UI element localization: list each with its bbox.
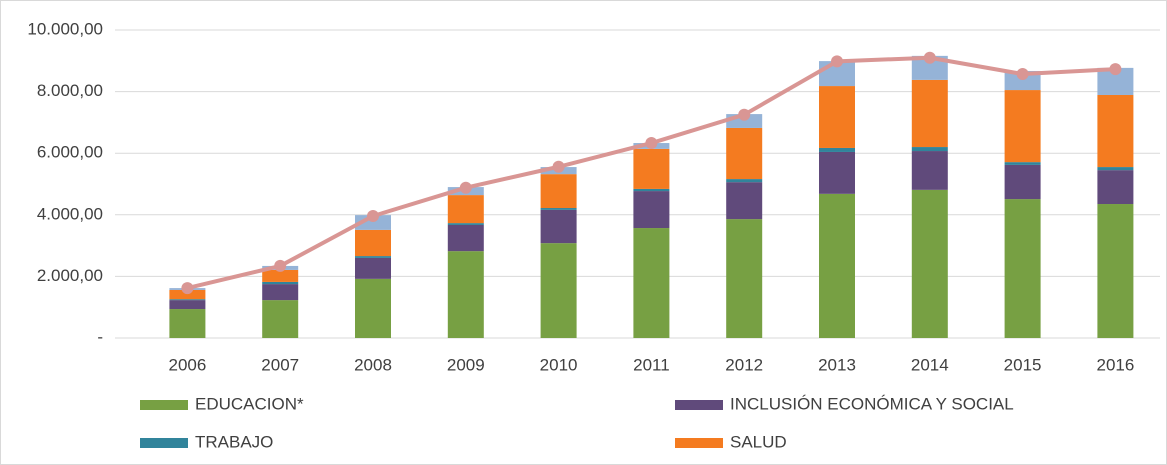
bar-segment	[911, 79, 948, 148]
bar-segment	[633, 191, 670, 229]
bar-segment	[262, 269, 299, 282]
legend-label: EDUCACION*	[195, 394, 304, 413]
bar-segment	[355, 229, 391, 257]
bar-segment	[819, 86, 855, 148]
line-marker	[367, 210, 379, 223]
x-tick-label: 2015	[1004, 355, 1042, 374]
bar-segment	[447, 224, 484, 252]
line-marker	[1109, 63, 1122, 76]
legend-label: INCLUSIÓN ECONÓMICA Y SOCIAL	[730, 394, 1014, 413]
x-tick-label: 2013	[818, 355, 856, 374]
legend-swatch	[140, 438, 188, 448]
bar-segment	[169, 300, 206, 310]
y-tick-label: 4.000,00	[37, 204, 103, 223]
y-tick-label: 6.000,00	[37, 143, 103, 162]
bar-segment	[819, 193, 855, 338]
bar-segment	[262, 300, 299, 338]
y-tick-label: 8.000,00	[37, 81, 103, 100]
bar-segment	[262, 281, 299, 285]
bar-segment	[1004, 162, 1041, 165]
legend-label: SALUD	[730, 432, 787, 451]
bar-segment	[1004, 90, 1041, 163]
bar-segment	[633, 188, 670, 192]
bar-segment	[447, 251, 484, 338]
line-marker	[181, 282, 194, 295]
bar-segment	[1097, 167, 1134, 171]
bar-segment	[169, 299, 206, 301]
x-tick-label: 2014	[911, 355, 949, 374]
x-tick-label: 2008	[354, 355, 392, 374]
bar-segment	[540, 209, 577, 244]
bar-segment	[540, 243, 577, 338]
bar-segment	[819, 147, 855, 152]
bar-segment	[633, 148, 670, 189]
x-tick-label: 2011	[633, 355, 670, 374]
legend-label: TRABAJO	[195, 432, 273, 451]
bar-segment	[355, 257, 391, 279]
line-marker	[1016, 68, 1029, 81]
line-marker	[274, 259, 287, 272]
y-tick-label: 10.000,00	[27, 19, 103, 38]
legend-swatch	[675, 438, 723, 448]
bar-segment	[355, 278, 391, 338]
bar-segment	[726, 219, 763, 338]
line-marker	[552, 160, 565, 173]
bar-segment	[540, 208, 577, 210]
y-tick-label: 2.000,00	[37, 266, 103, 285]
legend-swatch	[675, 400, 723, 410]
bar-segment	[911, 189, 948, 338]
line-marker	[738, 108, 751, 121]
bar-segment	[1097, 94, 1134, 168]
x-tick-label: 2009	[447, 355, 485, 374]
bar-segment	[169, 289, 206, 300]
x-tick-label: 2006	[168, 355, 206, 374]
bar-segment	[1097, 204, 1134, 338]
bar-segment	[1004, 164, 1041, 200]
x-tick-label: 2010	[540, 355, 578, 374]
bar-segment	[1004, 199, 1041, 338]
bar-segment	[1004, 70, 1041, 91]
bar-segment	[447, 223, 484, 225]
line-marker	[645, 137, 658, 150]
bar-segment	[726, 127, 763, 180]
bar-segment	[169, 309, 206, 338]
bar-segment	[1097, 170, 1134, 205]
bar-segment	[819, 151, 855, 194]
x-tick-label: 2007	[261, 355, 299, 374]
bar-segment	[540, 174, 577, 209]
x-tick-label: 2012	[725, 355, 763, 374]
line-marker	[831, 55, 843, 68]
legend-swatch	[140, 400, 188, 410]
bar-segment	[726, 182, 763, 220]
bar-segment	[726, 179, 763, 183]
bar-segment	[633, 228, 670, 338]
bar-segment	[262, 284, 299, 301]
bar-segment	[447, 195, 484, 224]
bar-segment	[911, 147, 948, 152]
line-marker	[923, 51, 936, 64]
x-tick-label: 2016	[1096, 355, 1134, 374]
y-tick-label: -	[97, 327, 103, 346]
line-marker	[459, 181, 472, 194]
bar-segment	[911, 151, 948, 190]
bar-segment	[355, 256, 391, 258]
